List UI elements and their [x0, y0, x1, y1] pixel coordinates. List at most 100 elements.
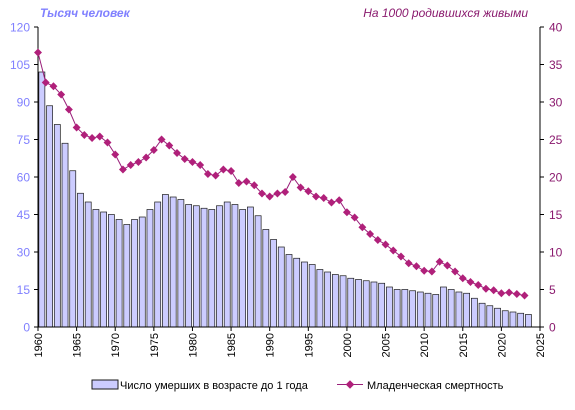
bar [301, 261, 308, 328]
bar [285, 254, 293, 328]
right-tick-label: 20 [549, 171, 563, 185]
line-marker [149, 146, 158, 154]
line-marker [134, 158, 143, 166]
line-marker [265, 192, 274, 201]
line-marker [505, 288, 514, 297]
line-marker [420, 266, 429, 275]
bar [362, 280, 370, 328]
line-marker [512, 290, 521, 298]
line-marker [327, 198, 336, 207]
x-tick-label: 1980 [187, 333, 199, 357]
line-marker [474, 281, 483, 289]
legend-line-marker [345, 380, 355, 389]
left-tick-label: 105 [10, 58, 30, 72]
line-marker [242, 177, 251, 186]
line-marker [180, 155, 189, 163]
bar [316, 269, 324, 328]
x-tick-label: 1960 [33, 333, 45, 357]
line-marker [312, 192, 320, 201]
bar [100, 211, 107, 328]
right-axis-title: На 1000 родившихся живыми [363, 6, 528, 20]
bar [378, 282, 386, 328]
line-marker [64, 105, 73, 114]
left-tick-label: 0 [23, 321, 30, 335]
bar [447, 289, 455, 328]
legend-bar-swatch [91, 379, 119, 390]
bar [123, 224, 131, 328]
line-marker [72, 123, 81, 132]
bar [501, 310, 509, 328]
right-tick-label: 15 [549, 208, 563, 222]
bar [77, 192, 84, 328]
bar [416, 291, 424, 328]
bar [162, 194, 169, 328]
bar [277, 246, 285, 328]
line-marker [173, 149, 181, 157]
bar [185, 204, 192, 328]
bar [169, 196, 177, 328]
bar [177, 199, 185, 328]
x-tick-label: 2025 [535, 333, 547, 357]
x-tick-label: 1970 [110, 333, 122, 357]
line-marker [142, 153, 151, 162]
bar [293, 257, 301, 328]
x-tick-label: 1985 [226, 333, 238, 357]
bar [146, 209, 154, 328]
line-marker [489, 286, 498, 295]
bar [53, 124, 61, 328]
bar [478, 302, 486, 328]
line-marker [412, 262, 421, 271]
line-marker [188, 158, 197, 166]
line-marker [358, 223, 367, 232]
line-marker [458, 274, 467, 283]
bar [239, 209, 247, 328]
line-marker [219, 165, 228, 174]
line-marker [258, 189, 266, 198]
x-tick-label: 2010 [419, 333, 431, 357]
bar [308, 264, 316, 328]
right-tick-label: 35 [549, 58, 563, 72]
left-tick-label: 45 [17, 208, 31, 222]
bar [401, 289, 409, 328]
bar [115, 219, 123, 328]
line-marker [350, 213, 359, 222]
line-marker [389, 246, 398, 255]
left-tick-label: 90 [17, 96, 31, 110]
bar [324, 271, 331, 328]
line-marker [234, 179, 243, 187]
line-marker [103, 138, 112, 147]
bar [84, 201, 92, 328]
line-layer [34, 48, 529, 300]
bar [470, 297, 478, 328]
line-marker [435, 257, 444, 266]
bar [92, 209, 100, 328]
bar [108, 214, 115, 328]
bar [386, 286, 393, 328]
line-marker [342, 208, 351, 217]
right-tick-label: 0 [549, 321, 556, 335]
line-marker [157, 135, 166, 144]
bar [200, 207, 208, 328]
right-tick-label: 10 [549, 246, 563, 260]
bar [409, 290, 416, 328]
line-marker [497, 289, 506, 298]
bar [208, 209, 216, 328]
bar [517, 312, 525, 328]
x-tick-label: 1975 [149, 333, 161, 357]
left-tick-label: 120 [10, 21, 30, 35]
left-tick-label: 75 [17, 133, 31, 147]
x-tick-label: 1995 [303, 333, 315, 357]
x-tick-label: 2000 [342, 333, 354, 357]
bar [339, 275, 347, 328]
bar [46, 105, 53, 328]
left-tick-label: 15 [17, 283, 31, 297]
right-tick-label: 30 [549, 96, 563, 110]
bar [440, 286, 447, 328]
x-tick-label: 2005 [381, 333, 393, 357]
bar [509, 311, 517, 328]
line-marker [466, 278, 475, 286]
line-marker [288, 173, 297, 181]
line-marker [165, 141, 174, 150]
